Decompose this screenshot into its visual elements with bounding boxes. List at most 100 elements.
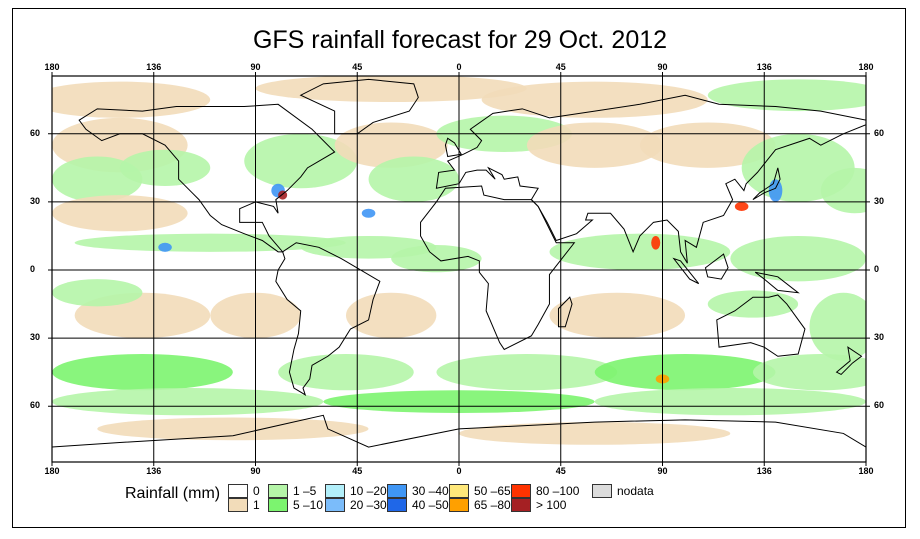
- rain-area: [345, 292, 437, 339]
- left-latitude-label: 30: [30, 332, 41, 343]
- left-latitude-label: 0: [30, 264, 36, 274]
- bottom-longitude-label: 136: [756, 466, 772, 476]
- bottom-longitude-label: 180: [858, 466, 874, 476]
- rain-area: [119, 149, 211, 187]
- rain-area: [244, 133, 358, 189]
- rain-area: [368, 156, 459, 202]
- rain-area: [52, 279, 143, 307]
- rain-area: [707, 79, 866, 112]
- legend-label: nodata: [617, 484, 654, 498]
- legend-swatch: [228, 484, 248, 498]
- bottom-longitude-label: 180: [44, 466, 60, 476]
- coastline-south-america: [275, 242, 381, 396]
- rain-area: [820, 167, 866, 214]
- figure-frame: [12, 8, 906, 528]
- top-longitude-label: 180: [858, 62, 874, 72]
- bottom-longitude-label: 90: [250, 466, 261, 476]
- legend-swatch: [268, 498, 288, 512]
- coastline-madagascar: [557, 296, 573, 328]
- rain-area: [361, 208, 376, 218]
- bottom-longitude-label: 136: [146, 466, 162, 476]
- legend-swatch: [511, 498, 531, 512]
- legend-label: 0: [253, 484, 260, 498]
- legend-label: 50 –65: [474, 484, 511, 498]
- top-longitude-label: 136: [146, 62, 162, 72]
- rain-area: [594, 353, 776, 391]
- coastline-north-america: [78, 103, 336, 253]
- legend-swatch: [228, 498, 248, 512]
- legend-label: 65 –80: [474, 498, 511, 512]
- top-longitude-label: 180: [44, 62, 60, 72]
- legend-title: Rainfall (mm): [125, 485, 221, 502]
- legend-swatch: [387, 484, 407, 498]
- rain-area: [97, 417, 369, 441]
- legend-label: 5 –10: [293, 498, 324, 512]
- rain-area: [752, 353, 866, 391]
- top-longitude-label: 45: [352, 62, 363, 72]
- right-latitude-label: 60: [874, 400, 885, 411]
- legend-swatch: [325, 484, 345, 498]
- rain-area: [52, 388, 324, 416]
- legend-label: 80 –100: [536, 484, 580, 498]
- legend-label: 1 –5: [293, 484, 317, 498]
- top-longitude-label: 136: [756, 62, 772, 72]
- legend-swatch: [449, 498, 469, 512]
- legend-swatch: [592, 484, 612, 498]
- coastline-antarctica: [52, 414, 866, 448]
- bottom-longitude-label: 45: [352, 466, 363, 476]
- top-longitude-label: 45: [555, 62, 566, 72]
- rain-area: [52, 81, 211, 118]
- right-latitude-label: 30: [874, 195, 885, 206]
- coastline-greenland: [299, 78, 419, 135]
- right-latitude-label: 60: [874, 127, 885, 138]
- legend-swatch: [511, 484, 531, 498]
- map-title: GFS rainfall forecast for 29 Oct. 2012: [252, 26, 668, 54]
- rain-area: [734, 201, 749, 211]
- right-latitude-label: 0: [874, 264, 880, 274]
- rain-area: [158, 242, 172, 252]
- legend-label: > 100: [536, 498, 567, 512]
- top-longitude-label: 90: [657, 62, 668, 72]
- rain-area: [52, 195, 188, 232]
- rain-area: [594, 388, 866, 416]
- bottom-longitude-label: 0: [456, 466, 462, 476]
- map-border: [51, 75, 867, 463]
- legend-swatch: [268, 484, 288, 498]
- rain-area: [391, 245, 482, 273]
- rain-area: [74, 233, 346, 252]
- legend-label: 30 –40: [412, 484, 449, 498]
- coastline-new-guinea: [754, 271, 800, 294]
- left-latitude-label: 60: [30, 127, 41, 138]
- right-latitude-label: 30: [874, 332, 885, 343]
- coastline-borneo: [704, 253, 729, 280]
- rain-area: [809, 292, 866, 361]
- legend-label: 20 –30: [350, 498, 387, 512]
- legend-label: 10 –20: [350, 484, 387, 498]
- legend-swatch: [387, 498, 407, 512]
- legend-swatch: [325, 498, 345, 512]
- coastline-japan: [752, 167, 781, 201]
- coastline-sumatra: [672, 257, 700, 285]
- rain-area: [707, 290, 799, 318]
- rain-area: [549, 233, 731, 270]
- top-longitude-label: 0: [456, 62, 462, 72]
- rain-area: [52, 156, 143, 202]
- rain-area: [651, 235, 661, 250]
- coastline-australia: [716, 294, 806, 357]
- rain-area: [730, 235, 866, 282]
- rain-area: [549, 292, 686, 339]
- rain-area: [278, 353, 414, 391]
- coastline-eurasia: [435, 94, 866, 264]
- left-latitude-label: 60: [30, 400, 41, 411]
- bottom-longitude-label: 45: [555, 466, 566, 476]
- top-longitude-label: 90: [250, 62, 261, 72]
- legend-swatch: [449, 484, 469, 498]
- rain-area: [481, 81, 708, 118]
- rain-area: [52, 353, 233, 391]
- left-latitude-label: 30: [30, 195, 41, 206]
- legend-label: 40 –50: [412, 498, 449, 512]
- rain-area: [459, 422, 731, 445]
- coastline-new-zealand: [835, 346, 863, 376]
- legend-label: 1: [253, 498, 260, 512]
